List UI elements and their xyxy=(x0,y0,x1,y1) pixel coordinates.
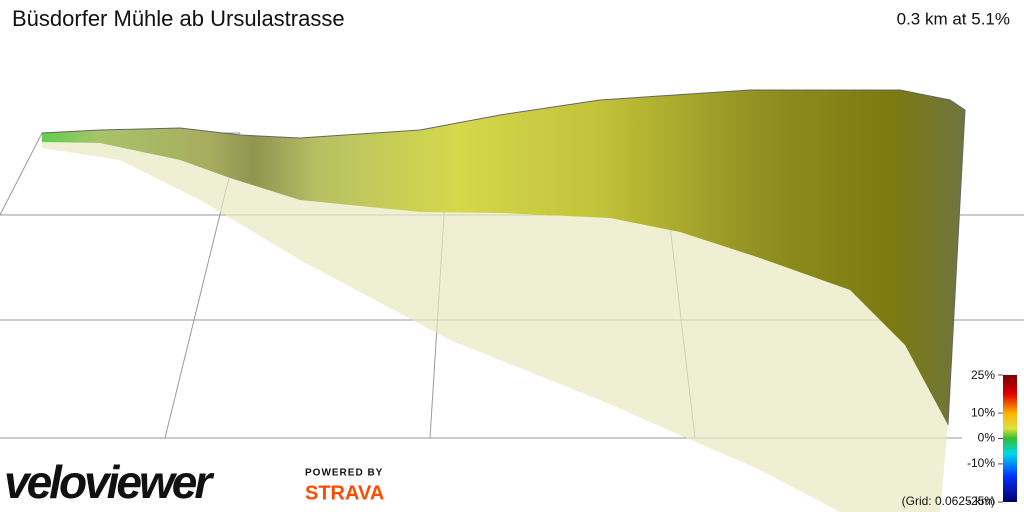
summary: 0.3 km at 5.1% xyxy=(897,9,1010,28)
profile-edge xyxy=(41,89,966,426)
grid-note: (Grid: 0.0625 km) xyxy=(902,494,995,508)
profile-shadow xyxy=(42,142,948,512)
logo: veloviewer xyxy=(4,456,214,508)
strava: STRAVA xyxy=(305,482,384,504)
legend-label: -10% xyxy=(967,456,995,470)
title: Büsdorfer Mühle ab Ursulastrasse xyxy=(12,6,345,31)
legend-label: 10% xyxy=(971,405,995,419)
profile-top xyxy=(42,90,965,425)
powered-by: POWERED BY xyxy=(305,468,383,479)
color-bar xyxy=(1003,375,1017,502)
legend: 25% 10% 0% -10% -25% xyxy=(967,368,1003,508)
legend-label: 0% xyxy=(978,431,996,445)
legend-label: 25% xyxy=(971,368,995,382)
legend-label: -25% xyxy=(967,494,995,508)
